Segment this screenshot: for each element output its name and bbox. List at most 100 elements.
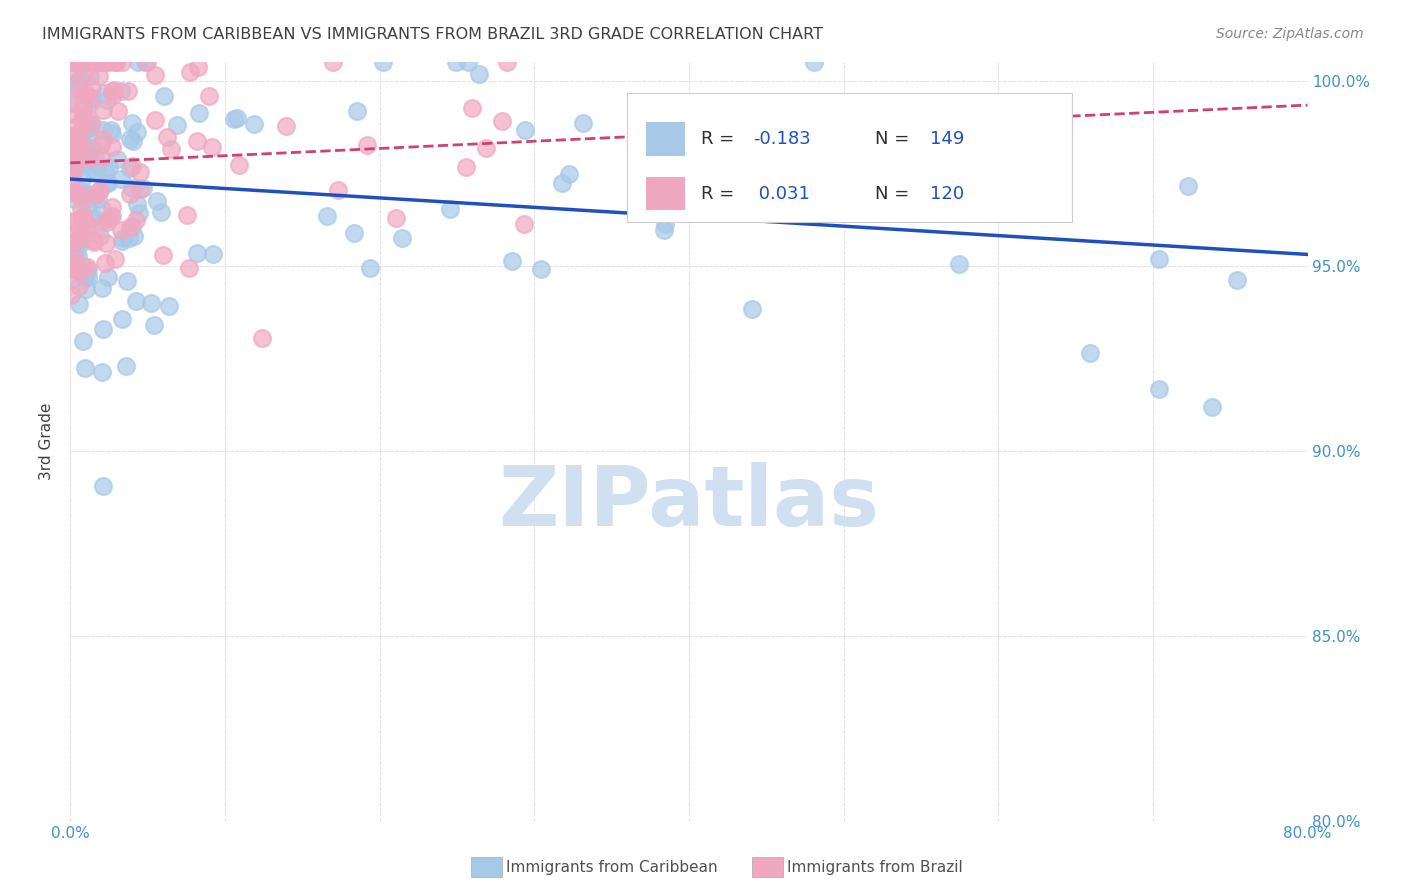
Point <box>187 106 209 120</box>
Point <box>87 159 110 173</box>
Point <box>60 55 83 70</box>
Point <box>100 211 122 225</box>
Point <box>105 153 128 167</box>
Point <box>444 55 467 70</box>
Point <box>385 211 408 226</box>
Point <box>107 103 129 118</box>
Point <box>91 131 114 145</box>
Point <box>149 204 172 219</box>
Point <box>83 211 105 225</box>
Point <box>315 209 337 223</box>
Point <box>468 67 491 81</box>
Point <box>96 215 118 229</box>
Point <box>59 287 82 301</box>
Point <box>202 247 225 261</box>
Point <box>1080 346 1102 360</box>
Point <box>228 158 250 172</box>
Point <box>157 299 180 313</box>
Point <box>118 230 141 244</box>
Point <box>391 231 413 245</box>
Point <box>87 69 110 83</box>
Point <box>104 252 127 267</box>
Point <box>69 237 91 252</box>
Point <box>143 113 166 128</box>
Point <box>90 150 112 164</box>
Point <box>75 282 97 296</box>
Point <box>177 260 200 275</box>
Point <box>65 130 87 145</box>
Text: Source: ZipAtlas.com: Source: ZipAtlas.com <box>1216 27 1364 41</box>
Point <box>97 176 120 190</box>
Point <box>87 184 110 198</box>
Point <box>132 181 155 195</box>
Point <box>103 88 125 103</box>
Point <box>70 172 93 186</box>
Point <box>93 123 115 137</box>
Point <box>65 108 87 122</box>
Point <box>152 89 174 103</box>
Point <box>69 70 91 85</box>
Point <box>91 202 114 217</box>
Point <box>60 96 83 111</box>
Point <box>72 87 94 102</box>
Point <box>67 127 90 141</box>
Point <box>75 266 97 280</box>
Point <box>80 141 103 155</box>
Point <box>142 318 165 333</box>
Point <box>1201 401 1223 415</box>
Point <box>66 140 89 154</box>
Point <box>76 55 98 70</box>
Point <box>201 139 224 153</box>
Point <box>356 138 378 153</box>
Point <box>198 89 221 103</box>
Point <box>72 259 94 273</box>
Point <box>75 193 97 207</box>
Point <box>146 194 169 208</box>
Point <box>60 65 83 79</box>
Point <box>66 154 89 169</box>
Point <box>72 107 94 121</box>
Point <box>97 211 120 226</box>
Point <box>80 162 103 177</box>
Point <box>77 120 100 134</box>
Point <box>152 248 174 262</box>
Point <box>186 246 208 260</box>
Point <box>77 92 100 106</box>
Point <box>76 263 98 277</box>
Point <box>72 264 94 278</box>
Point <box>77 121 100 136</box>
Point <box>439 202 461 216</box>
Point <box>110 172 132 186</box>
Point <box>70 218 93 232</box>
Text: 120: 120 <box>931 185 965 202</box>
Point <box>1226 273 1249 287</box>
Point <box>128 181 150 195</box>
Point <box>104 55 127 70</box>
Point <box>76 151 98 165</box>
Point <box>121 159 143 173</box>
Point <box>111 234 134 248</box>
Point <box>84 55 107 70</box>
Text: IMMIGRANTS FROM CARIBBEAN VS IMMIGRANTS FROM BRAZIL 3RD GRADE CORRELATION CHART: IMMIGRANTS FROM CARIBBEAN VS IMMIGRANTS … <box>42 27 823 42</box>
Point <box>101 140 124 154</box>
Point <box>77 270 100 285</box>
Point <box>66 232 89 246</box>
Point <box>76 218 98 232</box>
Point <box>82 233 104 247</box>
Point <box>79 69 101 83</box>
Point <box>67 297 90 311</box>
Point <box>79 117 101 131</box>
Point <box>62 161 84 176</box>
Point <box>100 122 122 136</box>
Point <box>176 208 198 222</box>
Point <box>60 186 83 200</box>
Point <box>60 262 83 277</box>
Point <box>76 150 98 164</box>
Point <box>72 137 94 152</box>
Point <box>741 302 763 317</box>
Point <box>76 127 98 141</box>
Point <box>67 137 90 152</box>
Point <box>83 235 105 249</box>
Point <box>501 253 523 268</box>
Point <box>551 176 574 190</box>
